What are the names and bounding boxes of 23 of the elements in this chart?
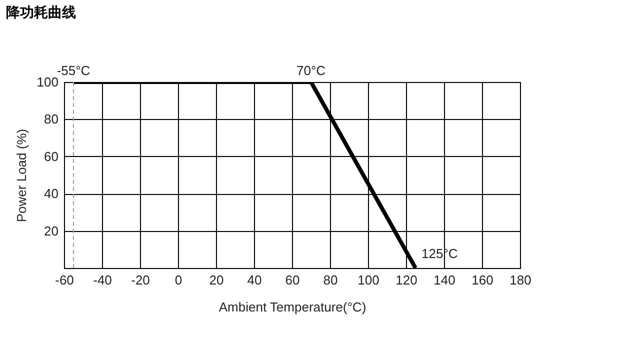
x-tick-label: 0: [174, 272, 182, 288]
x-tick-label: 40: [247, 272, 262, 288]
x-tick-label: 60: [285, 272, 300, 288]
annotation: 70°C: [296, 63, 326, 78]
x-axis-title: Ambient Temperature(°C): [218, 300, 366, 314]
x-tick-label: 80: [323, 272, 338, 288]
x-tick-label: 140: [434, 272, 456, 288]
x-tick-label: 100: [358, 272, 380, 288]
y-tick-label: 60: [44, 148, 58, 164]
y-tick-label: 80: [44, 112, 58, 127]
y-tick-label: 40: [44, 186, 58, 202]
x-tick-label: 120: [396, 272, 418, 288]
y-axis-title: Power Load (%): [14, 128, 29, 222]
x-tick-label: 20: [209, 272, 224, 288]
chart-title: 降功耗曲线: [6, 4, 76, 20]
x-tick-label: 180: [510, 272, 532, 288]
x-tick-label: 160: [472, 272, 494, 288]
y-tick-label: 20: [44, 223, 58, 238]
x-tick-label: -40: [93, 272, 112, 288]
annotation: -55°C: [56, 63, 90, 78]
x-tick-label: -60: [55, 272, 74, 288]
y-tick-label: 100: [36, 74, 58, 90]
x-tick-label: -20: [131, 272, 150, 288]
